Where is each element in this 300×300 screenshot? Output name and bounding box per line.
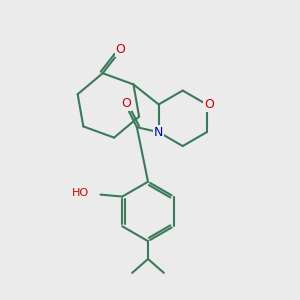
Text: O: O — [204, 98, 214, 111]
Text: O: O — [116, 43, 125, 56]
Text: HO: HO — [71, 188, 88, 198]
Text: N: N — [154, 126, 164, 139]
Text: O: O — [121, 97, 131, 110]
